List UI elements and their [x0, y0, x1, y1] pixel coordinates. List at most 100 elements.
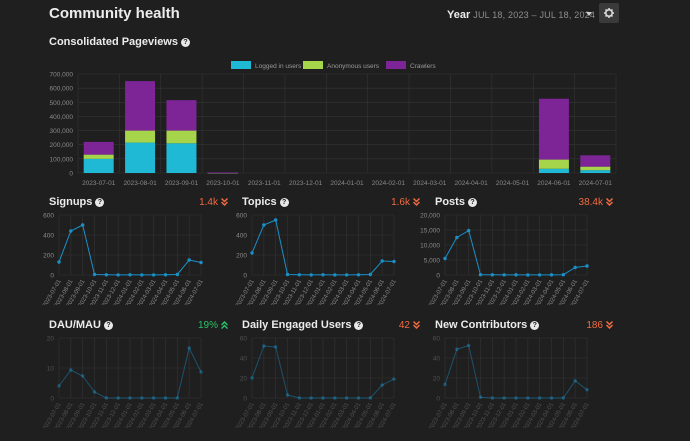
data-point [250, 251, 254, 255]
data-point [549, 396, 554, 400]
x-tick-label: 2024-01-01 [330, 180, 364, 187]
data-point [344, 396, 349, 400]
data-point [490, 396, 495, 400]
help-icon[interactable]: ? [180, 38, 190, 47]
metric-value-text: 186 [586, 320, 603, 331]
legend-label: Crawlers [410, 63, 436, 70]
y-tick-label: 10,000 [420, 243, 440, 250]
x-tick-label: 2024-05-01 [496, 180, 530, 187]
help-icon[interactable]: ? [95, 198, 105, 207]
metric-chart: 010202023-07-012023-08-012023-09-012023-… [42, 336, 205, 429]
data-point [297, 396, 302, 400]
data-point [321, 396, 325, 400]
data-point [368, 272, 373, 277]
metric-value: 1.4k [199, 197, 228, 208]
data-point [368, 396, 373, 400]
x-tick-label: 2023-07-01 [82, 180, 116, 187]
data-point [104, 273, 109, 277]
data-point [392, 259, 396, 264]
help-icon[interactable]: ? [530, 321, 540, 330]
data-point [92, 390, 97, 394]
metric-title: DAU/MAU? [49, 319, 113, 331]
bar-segment [207, 172, 238, 174]
data-point [549, 273, 554, 277]
y-tick-label: 0 [243, 273, 247, 280]
y-tick-label: 0 [50, 273, 54, 280]
data-point [187, 258, 191, 262]
settings-button[interactable] [599, 3, 619, 23]
metric-chart: 02040602023-07-012023-08-012023-09-01202… [235, 336, 398, 429]
data-point [380, 259, 384, 263]
x-tick-label: 2024-06-01 [537, 180, 571, 187]
help-icon[interactable]: ? [354, 321, 364, 330]
data-point [140, 273, 144, 277]
data-point [443, 256, 447, 261]
page-title: Community health [49, 5, 180, 22]
legend-swatch [303, 61, 323, 69]
y-tick-label: 400 [43, 233, 54, 240]
metric-value: 19% [198, 320, 228, 331]
x-tick-label: 2024-04-01 [455, 180, 489, 187]
data-point [151, 273, 156, 277]
metric-title: Daily Engaged Users? [242, 319, 364, 331]
data-point [80, 223, 85, 227]
data-point [309, 273, 313, 277]
y-tick-label: 600 [236, 213, 247, 220]
data-point [285, 272, 290, 277]
help-icon[interactable]: ? [103, 321, 113, 330]
y-tick-label: 600 [43, 213, 54, 220]
legend-swatch [386, 61, 406, 69]
y-tick-label: 500,000 [50, 100, 74, 107]
data-point [490, 273, 495, 277]
data-point [514, 273, 518, 277]
data-point [262, 223, 266, 227]
metric-value: 186 [586, 320, 613, 331]
y-tick-label: 40 [240, 356, 248, 363]
metric-value: 1.6k [391, 197, 420, 208]
x-tick-label: 2024-07-01 [579, 180, 613, 187]
data-point [573, 265, 577, 270]
data-point [380, 383, 384, 387]
x-tick-label: 2024-03-01 [413, 180, 447, 187]
y-tick-label: 15,000 [420, 228, 440, 235]
data-point [561, 273, 566, 277]
data-point [116, 396, 120, 400]
data-point [526, 396, 530, 400]
metric-title: Posts? [435, 196, 477, 208]
data-point [537, 273, 542, 277]
metric-chart: 02004006002023-07-012023-08-012023-09-01… [235, 213, 398, 306]
data-point [502, 396, 506, 400]
help-icon[interactable]: ? [279, 198, 289, 207]
data-point [199, 260, 203, 265]
double-chevron-down-icon [606, 321, 613, 329]
y-tick-label: 200 [43, 253, 54, 260]
data-point [57, 384, 61, 388]
pageviews-chart: Logged in users Anonymous users Crawlers 0 1… [50, 61, 617, 187]
bar-segment [125, 81, 156, 131]
data-point [356, 396, 361, 400]
period-selector[interactable]: Year JUL 18, 2023 – JUL 18, 2024 [447, 9, 595, 21]
y-tick-label: 20 [433, 376, 441, 383]
metric-title-text: DAU/MAU [49, 319, 101, 331]
legend-label: Anonymous users [327, 63, 380, 70]
series-line [58, 346, 202, 399]
series-line [444, 344, 588, 399]
y-tick-label: 0 [50, 396, 54, 403]
double-chevron-down-icon [221, 198, 228, 206]
metric-title-text: New Contributors [435, 319, 528, 331]
data-point [80, 374, 85, 378]
bar-segment [125, 130, 156, 143]
data-point [561, 396, 566, 400]
help-icon[interactable]: ? [467, 198, 477, 207]
y-tick-label: 200 [236, 253, 247, 260]
data-point [502, 273, 506, 277]
metric-title-text: Posts [435, 196, 465, 208]
metric-value-text: 38.4k [578, 197, 603, 208]
y-tick-label: 0 [436, 396, 440, 403]
chevron-down-icon[interactable] [586, 12, 592, 16]
legend-label: Logged in users [255, 63, 302, 70]
metric-value: 38.4k [579, 197, 613, 208]
y-tick-label: 400,000 [50, 114, 74, 121]
x-tick-label: 2023-08-01 [123, 180, 157, 187]
data-point [392, 377, 396, 381]
